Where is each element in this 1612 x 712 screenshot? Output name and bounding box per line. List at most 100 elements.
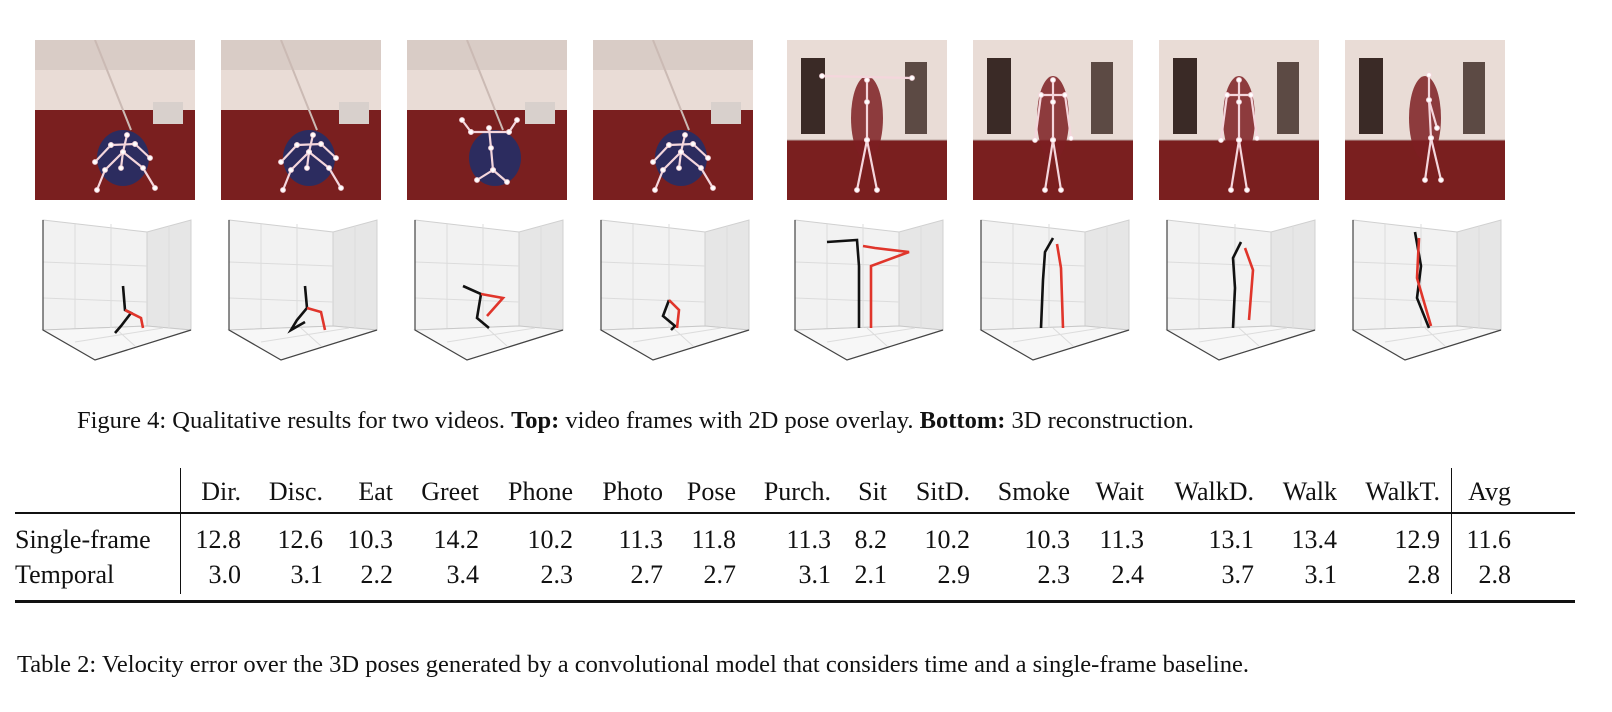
column-header: Phone — [508, 477, 573, 506]
pose-overlay-joint — [874, 187, 880, 193]
skeleton-left-side — [1243, 247, 1255, 321]
pose-overlay-bone — [1249, 94, 1259, 139]
video-frame-3 — [407, 40, 567, 200]
grid-line — [1052, 327, 1074, 347]
grid-line — [1166, 261, 1272, 267]
pose-overlay-joint — [459, 117, 465, 123]
video-frames-row — [0, 40, 1612, 202]
column-header: Photo — [602, 477, 663, 506]
figure-caption-bold-2: Bottom: — [919, 407, 1006, 434]
pose-overlay-bone — [821, 74, 913, 80]
wall-corner — [466, 40, 504, 131]
reconstruction-plot-1 — [35, 218, 195, 378]
ceiling — [221, 40, 381, 70]
axis-edge — [1166, 220, 1316, 361]
radiator — [153, 102, 183, 124]
pose-overlay-joint — [1038, 92, 1044, 98]
reconstruction-plot-3 — [407, 218, 567, 378]
video-frame-image — [407, 40, 567, 200]
pose-overlay-joint — [310, 132, 316, 138]
table-cell: 11.3 — [618, 525, 663, 554]
pose-overlay-bone — [110, 142, 136, 147]
table-cell: 3.1 — [290, 560, 324, 589]
column-header: Disc. — [268, 477, 323, 506]
table-cell: 11.8 — [691, 525, 736, 554]
table-cell: 12.8 — [195, 525, 242, 554]
video-frame-4 — [593, 40, 753, 200]
skeleton-left-side — [1415, 237, 1433, 327]
pose-overlay-joint — [676, 165, 682, 171]
reconstruction-plot-7 — [1159, 218, 1319, 378]
pose-overlay-joint — [132, 141, 138, 147]
pose-overlay-joint — [1438, 177, 1444, 183]
pose-overlay-joint — [94, 187, 100, 193]
pose-overlay-joint — [108, 142, 114, 148]
video-frame-image — [593, 40, 753, 200]
table-cell: 3.1 — [798, 560, 832, 589]
grid-line — [1238, 327, 1260, 347]
pose-overlay-joint — [1236, 99, 1242, 105]
pose-overlay-bone — [94, 144, 112, 163]
table-cell: 2.7 — [703, 560, 737, 589]
column-header: SitD. — [915, 477, 970, 506]
pose-overlay-bone — [855, 139, 869, 191]
reconstruction-3d-axes — [1165, 219, 1316, 361]
column-header: Eat — [358, 477, 393, 506]
pose-overlay-joint — [1218, 137, 1224, 143]
pose-overlay-joint — [705, 155, 711, 161]
table-cell: 2.3 — [1037, 560, 1071, 589]
pose-overlay-joint — [652, 187, 658, 193]
pose-overlay-joint — [514, 117, 520, 123]
pose-overlay-joint — [278, 159, 284, 165]
column-header: Purch. — [763, 477, 831, 506]
ceiling — [35, 40, 195, 70]
grid-line — [42, 261, 148, 267]
pose-overlay-joint — [306, 149, 312, 155]
table-cell: 13.1 — [1208, 525, 1255, 554]
back-wall-left — [600, 219, 706, 331]
table-cell: 8.2 — [854, 525, 888, 554]
table-cell: 2.3 — [540, 560, 574, 589]
table-cell: 3.1 — [1304, 560, 1338, 589]
pose-overlay-joint — [682, 132, 688, 138]
pose-overlay-bone — [692, 143, 709, 159]
column-header: Dir. — [201, 477, 241, 506]
skeleton-right-side — [826, 238, 861, 328]
pose-overlay-joint — [1228, 187, 1234, 193]
reconstruction-3d-axes — [227, 219, 378, 361]
doorway — [801, 58, 825, 134]
pose-overlay-joint — [338, 185, 344, 191]
pose-overlay-joint — [909, 75, 915, 81]
skeleton-right-side — [1231, 241, 1243, 329]
grid-line — [632, 327, 722, 343]
grid-line — [1384, 327, 1474, 343]
reconstruction-3d-axes — [793, 219, 944, 361]
door — [1277, 62, 1299, 134]
radiator — [711, 102, 741, 124]
pose-overlay-joint — [1050, 99, 1056, 105]
axis-edge — [228, 220, 378, 361]
pose-overlay-joint — [304, 165, 310, 171]
pose-overlay-joint — [124, 132, 130, 138]
axis-edge — [414, 220, 564, 361]
grid-line — [980, 297, 1086, 303]
pose-overlay-joint — [666, 142, 672, 148]
wall-corner — [280, 40, 318, 131]
reconstruction-plot-4 — [593, 218, 753, 378]
radiator — [525, 102, 555, 124]
figure-caption-text-2: video frames with 2D pose overlay. — [565, 407, 914, 434]
grid-line — [414, 261, 520, 267]
grid-line — [1352, 261, 1458, 267]
pose-overlay-joint — [864, 137, 870, 143]
pose-overlay-joint — [1050, 77, 1056, 83]
grid-line — [794, 297, 900, 303]
table-header-rule — [15, 512, 1575, 514]
grid-line — [600, 297, 706, 303]
table-avg-divider — [1451, 468, 1452, 594]
grid-line — [446, 327, 536, 343]
axis-edge — [600, 220, 750, 361]
pose-overlay-joint — [1434, 125, 1440, 131]
skeleton-left-side — [862, 244, 910, 328]
video-frame-image — [973, 40, 1133, 200]
pose-overlay-joint — [488, 145, 494, 151]
